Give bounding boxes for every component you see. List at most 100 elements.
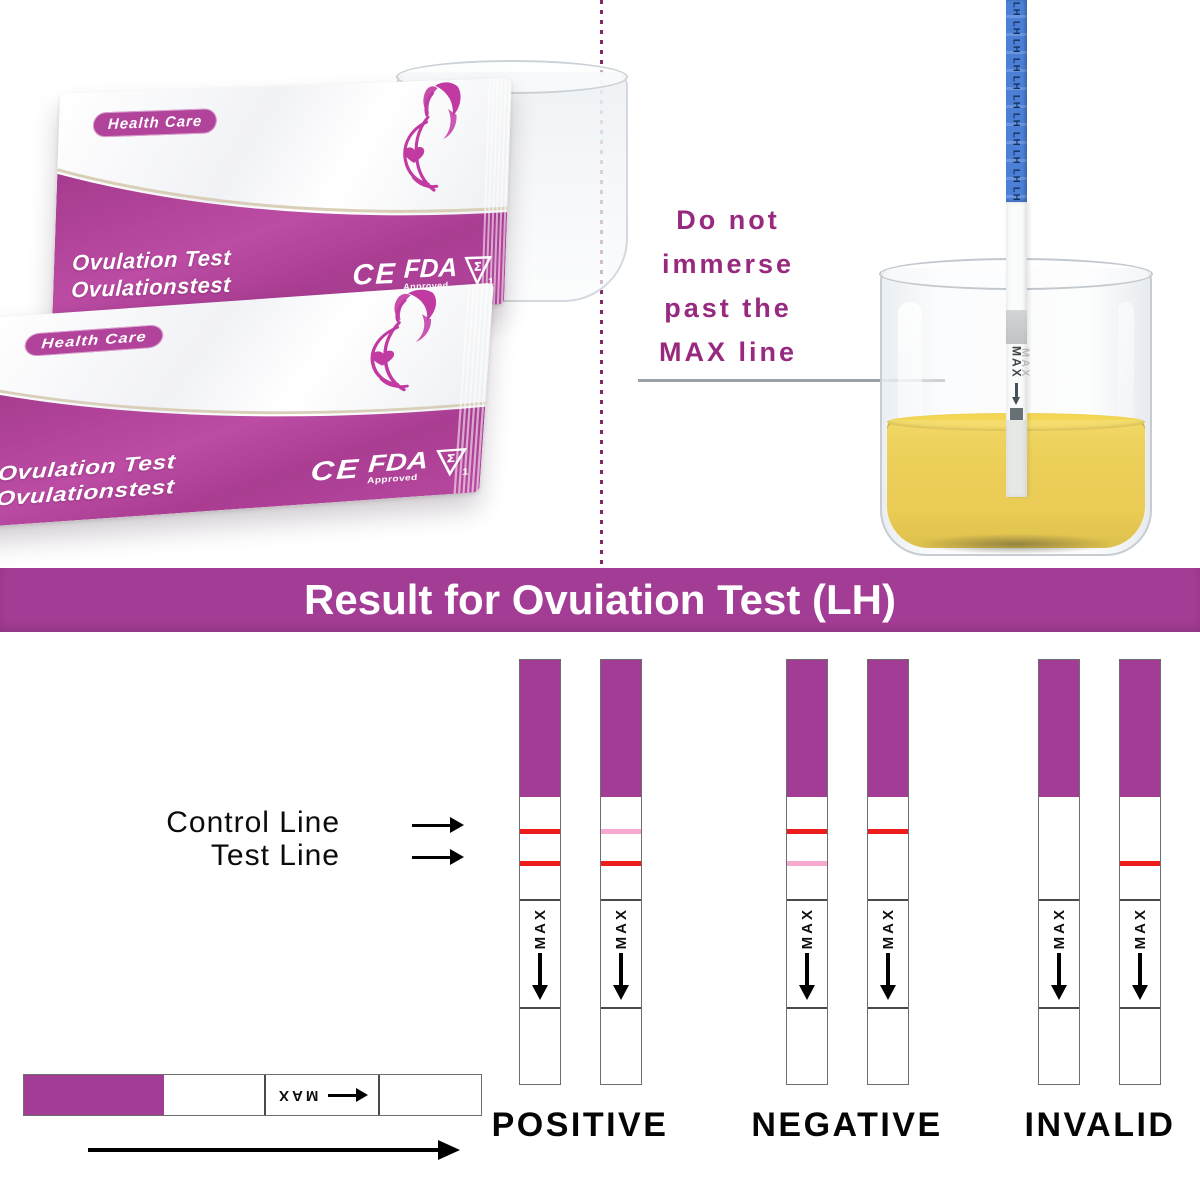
right-arrow-icon — [327, 1087, 368, 1103]
certification-marks: CE FDA Approved Σ 1 — [351, 252, 494, 294]
cup-base-shadow — [919, 534, 1113, 554]
dip-strip-handle: LH LH LH LH LH LH LH LH LH LH LH — [1006, 0, 1027, 202]
tear-edge — [480, 77, 511, 306]
result-label-2: INVALID — [1024, 1106, 1176, 1144]
max-label: MAX — [612, 907, 630, 950]
handle-lh-mark: LH — [1010, 112, 1022, 128]
control-line — [1039, 829, 1079, 834]
packet-title-de: Ovulationstest — [70, 271, 232, 303]
max-label: MAX — [531, 907, 549, 950]
max-label: MAX — [1131, 907, 1149, 950]
brand-pill: Health Care — [92, 108, 218, 138]
instruction-line: past the — [664, 293, 792, 323]
strip-sample-pad — [24, 1075, 164, 1115]
ce-mark: CE — [351, 257, 398, 292]
strip-sample-pad — [601, 660, 641, 797]
test-strip: MAX — [519, 659, 561, 1085]
control-line — [601, 829, 641, 834]
down-arrow-icon — [880, 953, 896, 1003]
max-label: MAX — [1050, 907, 1068, 950]
packet-artwork — [0, 282, 493, 528]
max-zone: MAX — [520, 899, 560, 1009]
control-line — [1120, 829, 1160, 834]
handle-lh-mark: LH — [1010, 94, 1022, 110]
down-arrow-icon — [613, 953, 629, 1003]
immersion-warning-text: Do not immerse past the MAX line — [618, 198, 838, 374]
control-line-arrow-icon — [412, 816, 464, 834]
packet-artwork — [52, 77, 511, 321]
result-label-1: NEGATIVE — [751, 1106, 943, 1144]
test-packet-2: Health Care Ovulation Test Ovulationstes… — [0, 282, 494, 528]
result-banner: Result for Ovuiation Test (LH) — [0, 568, 1200, 632]
down-arrow-icon — [1051, 953, 1067, 1003]
max-zone: MAX — [601, 899, 641, 1009]
test-strip: MAX — [786, 659, 828, 1085]
test-strip: MAX — [1038, 659, 1080, 1085]
result-strips: MAX MAX MAX MAX MAX MAX — [519, 659, 1179, 1085]
strip-sample-pad — [1039, 660, 1079, 797]
max-zone: MAX — [264, 1075, 380, 1115]
horizontal-test-strip: MAX — [23, 1074, 482, 1116]
callout-line — [638, 379, 945, 382]
certification-marks: CE FDA Approved Σ 1 — [309, 445, 469, 489]
test-strip: MAX — [1119, 659, 1161, 1085]
test-line-arrow-icon — [412, 848, 464, 866]
fda-mark: FDA Approved — [366, 445, 430, 486]
instruction-line: immerse — [661, 249, 795, 279]
heart-icon — [404, 147, 425, 163]
control-line-label: Control Line — [166, 806, 340, 839]
handle-lh-mark: LH — [1010, 131, 1022, 147]
max-zone: MAX — [868, 899, 908, 1009]
max-label: MAX — [276, 1086, 319, 1104]
test-line — [520, 861, 560, 866]
down-arrow-icon — [532, 953, 548, 1003]
result-group-positive: MAX MAX — [519, 659, 642, 1085]
result-group-negative: MAX MAX — [786, 659, 909, 1085]
svg-text:Σ: Σ — [446, 452, 456, 465]
heart-icon — [371, 350, 395, 366]
pregnant-woman-art — [370, 289, 437, 392]
handle-lh-mark: LH — [1010, 20, 1022, 36]
ink-marker — [1010, 407, 1023, 420]
down-arrow-icon — [1012, 382, 1021, 406]
max-label: MAX — [879, 907, 897, 950]
max-label: MAX — [798, 907, 816, 950]
instruction-line: Do not — [676, 205, 780, 235]
test-line — [1039, 861, 1079, 866]
control-line — [520, 829, 560, 834]
dip-strip-body: MAX MAX — [1006, 202, 1031, 497]
handle-lh-mark: LH — [1010, 38, 1022, 54]
test-line-label: Test Line — [210, 839, 340, 872]
handle-lh-mark: LH — [1010, 57, 1022, 73]
wet-mark — [1006, 310, 1027, 344]
result-group-invalid: MAX MAX — [1038, 659, 1161, 1085]
instruction-line: MAX line — [658, 337, 797, 367]
max-label: MAX — [1009, 346, 1024, 379]
strip-sample-pad — [787, 660, 827, 797]
sigma-triangle-icon: Σ 1 — [464, 256, 494, 288]
ce-mark: CE — [309, 453, 362, 487]
test-strip: MAX — [600, 659, 642, 1085]
strip-sample-pad — [520, 660, 560, 797]
dipped-test-strip: LH LH LH LH LH LH LH LH LH LH LH MAX MAX — [1006, 0, 1031, 497]
max-zone: MAX — [787, 899, 827, 1009]
test-strip: MAX — [867, 659, 909, 1085]
result-label-0: POSITIVE — [491, 1106, 669, 1144]
test-line — [868, 861, 908, 866]
handle-lh-mark: LH — [1010, 75, 1022, 91]
sigma-triangle-icon: Σ 1 — [435, 447, 469, 478]
svg-text:Σ: Σ — [473, 260, 482, 274]
control-line — [787, 829, 827, 834]
banner-title: Result for Ovuiation Test (LH) — [304, 576, 896, 623]
handle-lh-mark: LH — [1010, 168, 1022, 184]
max-label-faint: MAX — [1019, 348, 1031, 379]
handle-lh-mark: LH — [1010, 149, 1022, 165]
control-line — [868, 829, 908, 834]
test-packet-1: Health Care Ovulation Test Ovulationstes… — [52, 77, 512, 321]
dip-strip-max-marking: MAX MAX — [1006, 346, 1031, 420]
max-zone: MAX — [1039, 899, 1079, 1009]
pregnant-woman-art — [403, 82, 461, 192]
line-legend: Control Line Test Line — [70, 806, 340, 872]
test-line — [787, 861, 827, 866]
